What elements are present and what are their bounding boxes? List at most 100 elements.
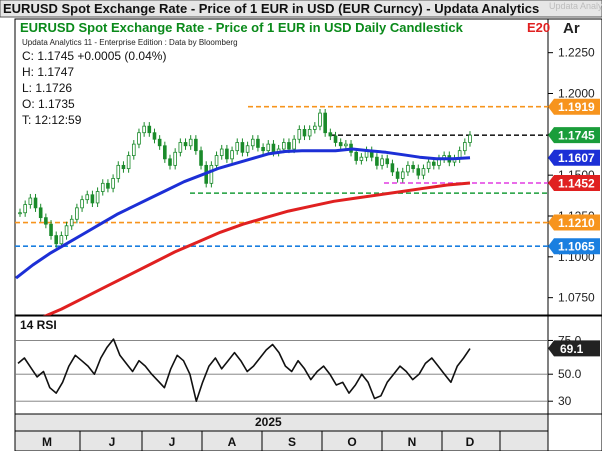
candle-body — [266, 143, 271, 152]
candle-body — [23, 204, 27, 214]
candle-body — [106, 182, 110, 189]
candle-body — [256, 138, 260, 148]
candle-body — [271, 143, 276, 153]
candle-body — [292, 138, 296, 150]
price-badge-shape — [548, 214, 600, 231]
sma-slow-line — [15, 181, 471, 327]
candle-body — [385, 158, 390, 165]
candle-body — [406, 164, 410, 173]
candle-body — [261, 146, 265, 152]
candle-body — [400, 171, 405, 179]
price-plot-area — [14, 18, 549, 316]
moving-averages — [15, 147, 471, 327]
candle-body — [468, 134, 472, 143]
price-badge: 1.1919 — [548, 98, 600, 115]
price-badge-shape — [548, 175, 600, 192]
candle-body — [183, 142, 188, 147]
candle-body — [69, 218, 74, 227]
price-badge-shape — [548, 149, 600, 166]
candle-body — [344, 143, 348, 147]
candle-body — [121, 164, 126, 170]
candle-body — [137, 132, 141, 145]
candle-body — [323, 112, 327, 134]
candle-body — [318, 112, 322, 127]
candle-body — [302, 129, 307, 137]
price-badge: 1.1607 — [548, 149, 600, 166]
candle-body — [85, 194, 90, 201]
candle-body — [126, 155, 131, 170]
candle-body — [240, 142, 245, 153]
candle-body — [157, 138, 162, 147]
rsi-tick-label: 30 — [558, 394, 572, 408]
candle-body — [421, 168, 426, 176]
candle-body — [80, 199, 84, 209]
price-badge-shape — [548, 238, 600, 255]
candle-body — [307, 129, 312, 137]
price-tick-label: 1.0750 — [558, 291, 595, 305]
series-title: EURUSD Spot Exchange Rate - Price of 1 E… — [20, 20, 464, 35]
candle-body — [142, 125, 146, 134]
candle-body — [168, 158, 172, 166]
candle-body — [90, 194, 95, 204]
rsi-tick-label: 50.0 — [558, 367, 582, 381]
series-title-tail: E20 — [527, 20, 550, 35]
year-label: 2025 — [255, 415, 282, 429]
rsi-badge-label: 69.1 — [560, 342, 584, 356]
ohlc-time: T: 12:12:59 — [22, 113, 82, 127]
watermark-text: Updata Analytics — [549, 1, 602, 11]
rsi-series — [15, 338, 548, 403]
candle-body — [194, 138, 198, 152]
candle-body — [59, 235, 64, 245]
month-label: M — [42, 435, 52, 449]
candle-body — [245, 145, 250, 153]
candle-body — [235, 142, 240, 152]
candle-body — [328, 132, 333, 137]
candle-body — [178, 142, 183, 153]
price-badge-shape — [548, 98, 600, 115]
candle-body — [199, 150, 203, 166]
price-badge-label: 1.1745 — [558, 129, 595, 143]
ohlc-open: O: 1.1735 — [22, 97, 75, 111]
candle-body — [147, 125, 152, 134]
candle-body — [44, 217, 48, 225]
candle-body — [281, 142, 286, 150]
rsi-axis-panel — [547, 315, 602, 415]
candle-body — [49, 223, 53, 237]
candle-body — [116, 164, 121, 179]
price-badge-label: 1.1210 — [558, 216, 595, 230]
candle-body — [431, 161, 436, 166]
candle-body — [173, 151, 177, 166]
month-label: N — [408, 435, 417, 449]
ohlc-low: L: 1.1726 — [22, 81, 72, 95]
candle-body — [375, 156, 379, 166]
price-badge-shape — [548, 127, 600, 144]
rsi-line — [17, 338, 471, 403]
candle-body — [230, 150, 234, 160]
price-axis-panel — [547, 18, 602, 316]
price-badge: 1.1065 — [548, 238, 600, 255]
candle-body — [463, 142, 467, 152]
title-bar-bg — [0, 0, 602, 17]
price-badges: 1.1919 1.1745 1.1607 1.1452 1.1210 1.1065 — [548, 98, 600, 255]
candle-body — [313, 125, 317, 130]
month-label: J — [169, 435, 176, 449]
candle-body — [152, 132, 157, 140]
candle-body — [297, 129, 302, 140]
sma-fast-line — [15, 147, 471, 280]
candle-body — [209, 164, 214, 184]
candle-body — [411, 164, 415, 170]
candle-body — [111, 178, 115, 189]
candle-body — [426, 161, 431, 170]
candle-body — [28, 197, 33, 205]
candle-body — [95, 191, 100, 204]
ohlc-high: H: 1.1747 — [22, 65, 74, 79]
data-source: Updata Analytics 11 - Enterprise Edition… — [22, 38, 238, 47]
price-tick-label: 1.2000 — [558, 87, 595, 101]
price-tick-label: 1.2250 — [558, 46, 595, 60]
candle-body — [395, 171, 400, 179]
window-title: EURUSD Spot Exchange Rate - Price of 1 E… — [3, 1, 539, 16]
candle-body — [219, 148, 224, 156]
